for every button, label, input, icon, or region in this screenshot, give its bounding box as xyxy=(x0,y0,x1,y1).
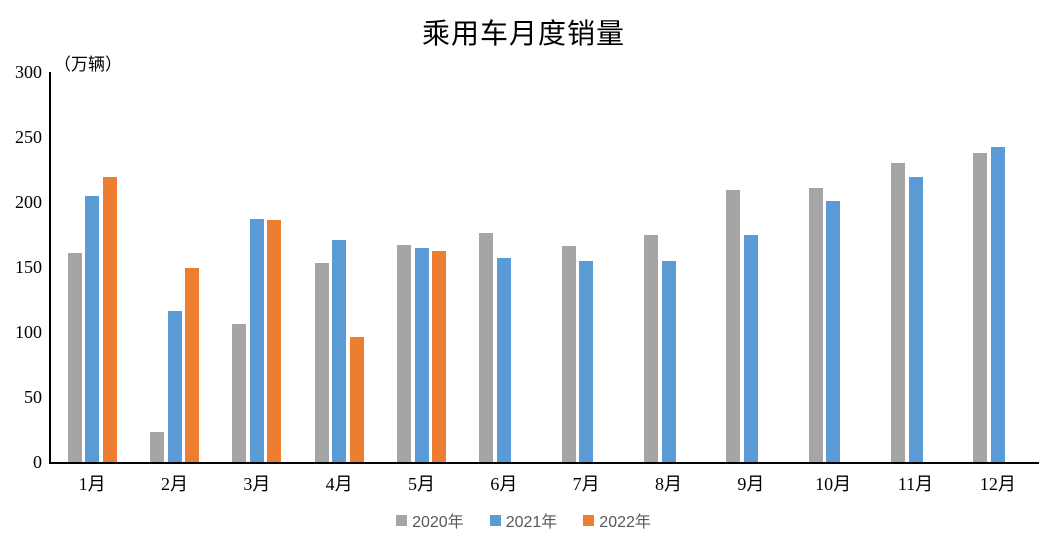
legend-swatch-icon xyxy=(489,514,501,526)
legend-swatch-icon xyxy=(583,514,595,526)
bar-2022年-5月 xyxy=(432,251,446,462)
y-tick-label-150: 150 xyxy=(15,257,42,277)
y-tick-label-250: 250 xyxy=(15,127,42,147)
bar-2020年-8月 xyxy=(644,234,658,462)
x-tick-label-12月: 12月 xyxy=(979,474,1016,494)
bar-2020年-3月 xyxy=(232,324,247,462)
legend-label: 2021年 xyxy=(505,514,558,531)
x-tick-label-7月: 7月 xyxy=(572,474,600,494)
bar-2020年-6月 xyxy=(479,233,494,462)
y-tick-label-300: 300 xyxy=(15,62,42,82)
y-tick-label-200: 200 xyxy=(15,192,42,212)
bar-2021年-2月 xyxy=(167,311,182,462)
y-tick-label-50: 50 xyxy=(24,387,42,407)
bar-2021年-3月 xyxy=(249,218,264,462)
bar-2021年-8月 xyxy=(661,260,676,462)
x-tick-label-4月: 4月 xyxy=(325,474,353,494)
bar-2022年-2月 xyxy=(185,268,199,462)
bar-2020年-2月 xyxy=(150,432,164,462)
legend-item-2020年: 2020年 xyxy=(396,508,464,532)
bar-2022年-3月 xyxy=(267,220,282,462)
bar-2020年-4月 xyxy=(314,263,329,462)
bar-2021年-7月 xyxy=(579,260,594,462)
y-tick-label-100: 100 xyxy=(15,322,42,342)
bar-2020年-1月 xyxy=(67,252,82,462)
legend-item-2022年: 2022年 xyxy=(583,508,651,532)
plot-area xyxy=(49,72,1039,464)
x-tick-label-11月: 11月 xyxy=(897,474,934,494)
bar-2021年-1月 xyxy=(85,195,100,462)
bar-2021年-9月 xyxy=(743,234,758,462)
x-tick-label-9月: 9月 xyxy=(737,474,765,494)
legend-swatch-icon xyxy=(396,514,408,526)
bar-2020年-12月 xyxy=(973,152,988,462)
x-tick-label-3月: 3月 xyxy=(243,474,271,494)
bar-2020年-11月 xyxy=(891,163,905,462)
bar-2020年-5月 xyxy=(397,244,411,462)
chart-title: 乘用车月度销量 xyxy=(421,19,625,50)
bar-2022年-1月 xyxy=(102,177,117,462)
bar-2022年-4月 xyxy=(349,337,364,462)
bar-2021年-5月 xyxy=(414,247,429,462)
bar-2020年-7月 xyxy=(561,246,576,462)
bar-2020年-9月 xyxy=(726,190,741,462)
legend-label: 2022年 xyxy=(599,514,651,531)
legend-item-2021年: 2021年 xyxy=(489,508,558,532)
x-tick-label-6月: 6月 xyxy=(490,474,518,494)
bar-2021年-6月 xyxy=(496,257,511,462)
x-tick-label-8月: 8月 xyxy=(655,474,682,494)
bar-2021年-11月 xyxy=(908,177,923,462)
x-tick-label-10月: 10月 xyxy=(815,474,852,494)
bar-2021年-10月 xyxy=(826,200,841,462)
x-tick-label-5月: 5月 xyxy=(408,474,435,494)
x-tick-label-2月: 2月 xyxy=(161,474,188,494)
bar-2021年-4月 xyxy=(332,239,347,462)
y-axis-unit-label: （万辆） xyxy=(54,55,122,74)
legend-label: 2020年 xyxy=(412,514,464,531)
x-tick-label-1月: 1月 xyxy=(78,474,106,494)
bar-2020年-10月 xyxy=(808,187,823,462)
legend: 2020年 2021年 2022年 xyxy=(0,508,1047,532)
y-tick-label-0: 0 xyxy=(33,452,42,472)
bar-2021年-12月 xyxy=(990,147,1005,462)
